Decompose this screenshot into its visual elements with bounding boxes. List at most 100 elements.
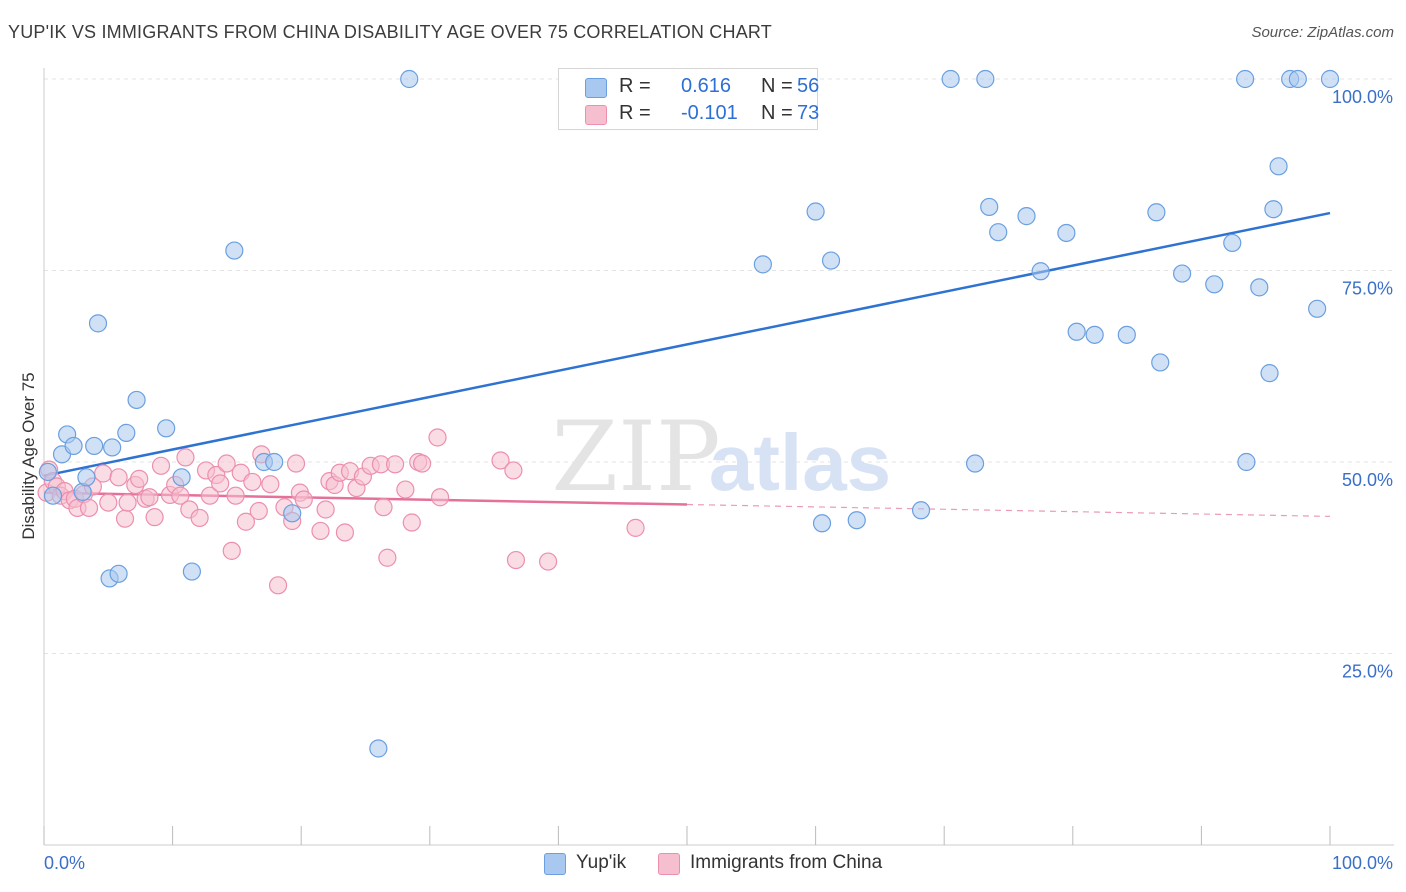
point-china xyxy=(504,461,523,480)
point-china xyxy=(268,576,288,595)
trend-line-extension-china xyxy=(686,503,1331,517)
point-yupik xyxy=(1085,325,1104,344)
point-yupik xyxy=(911,501,931,520)
watermark-atlas: atlas xyxy=(709,418,891,507)
y-tick-label: 75.0% xyxy=(1342,279,1393,299)
point-china xyxy=(94,464,113,483)
y-tick-label: 25.0% xyxy=(1342,662,1393,682)
correlation-legend: R = 0.616 N = 56 R = -0.101 N = 73 xyxy=(558,68,820,130)
legend-n-label: N = xyxy=(761,75,793,97)
bottom-legend-swatch-pink xyxy=(658,853,680,875)
point-yupik xyxy=(1223,233,1242,253)
point-china xyxy=(145,508,164,527)
point-yupik xyxy=(1151,353,1170,372)
point-china xyxy=(261,475,280,494)
point-yupik xyxy=(157,419,176,438)
point-china xyxy=(374,498,393,517)
point-yupik xyxy=(753,255,772,274)
point-china xyxy=(539,552,558,571)
point-yupik xyxy=(965,454,985,473)
point-china xyxy=(140,488,159,507)
point-china xyxy=(428,428,447,447)
point-yupik xyxy=(109,564,128,583)
point-yupik xyxy=(989,223,1008,242)
point-yupik xyxy=(1264,200,1283,219)
point-yupik xyxy=(1205,275,1224,294)
point-china xyxy=(151,456,171,475)
y-tick-label: 100.0% xyxy=(1332,87,1393,107)
point-yupik xyxy=(1031,262,1050,281)
point-yupik xyxy=(64,436,83,456)
point-china xyxy=(506,550,526,570)
point-china xyxy=(79,498,99,518)
legend-n-value: 56 xyxy=(797,75,820,97)
x-tick-label-min: 0.0% xyxy=(44,853,85,873)
point-yupik xyxy=(847,511,866,530)
point-yupik xyxy=(1117,325,1136,344)
point-china xyxy=(316,500,335,519)
chart-title: YUP'IK VS IMMIGRANTS FROM CHINA DISABILI… xyxy=(8,22,772,42)
point-yupik xyxy=(1288,69,1307,89)
y-axis-label: Disability Age Over 75 xyxy=(19,372,38,539)
point-yupik xyxy=(1173,264,1192,283)
source-credit: Source: ZipAtlas.com xyxy=(1251,24,1394,41)
point-china xyxy=(200,486,219,505)
point-china xyxy=(378,548,397,567)
point-yupik xyxy=(1320,69,1340,89)
gridlines xyxy=(44,78,1394,654)
bottom-legend-label-china: Immigrants from China xyxy=(690,852,883,873)
point-yupik xyxy=(117,423,136,442)
legend-n-label: N = xyxy=(761,102,793,124)
trend-line-yupik xyxy=(43,211,1331,478)
point-china xyxy=(491,451,510,470)
point-yupik xyxy=(77,468,96,487)
point-yupik xyxy=(127,390,146,410)
y-tick-labels: 25.0% 50.0% 75.0% 100.0% xyxy=(1332,87,1393,682)
point-yupik xyxy=(225,241,244,260)
point-yupik xyxy=(1250,278,1269,297)
watermark-zip: ZIP xyxy=(551,401,720,513)
point-yupik xyxy=(1067,322,1086,341)
point-yupik xyxy=(1269,157,1288,176)
y-tick-label: 50.0% xyxy=(1342,470,1393,490)
point-yupik xyxy=(182,562,201,581)
point-china xyxy=(190,508,209,528)
point-yupik xyxy=(1147,203,1166,222)
point-yupik xyxy=(103,438,122,457)
point-yupik xyxy=(821,251,841,270)
legend-r-value: -0.101 xyxy=(681,102,738,124)
point-yupik xyxy=(172,468,191,487)
point-china xyxy=(286,454,306,473)
point-china xyxy=(236,512,256,531)
axes xyxy=(43,68,1394,846)
point-yupik xyxy=(941,69,960,89)
point-yupik xyxy=(38,462,57,482)
point-china xyxy=(243,472,262,492)
point-yupik xyxy=(283,504,302,523)
point-china xyxy=(626,518,645,537)
point-china xyxy=(171,486,190,505)
point-china xyxy=(385,455,405,474)
point-china xyxy=(226,486,245,505)
point-yupik xyxy=(85,436,104,456)
legend-swatch-blue xyxy=(585,78,607,98)
point-china xyxy=(249,501,268,521)
legend-r-label: R = xyxy=(619,102,651,124)
x-tick-label-max: 100.0% xyxy=(1332,853,1393,873)
legend-r-label: R = xyxy=(619,75,651,97)
point-china xyxy=(211,474,230,493)
point-china xyxy=(217,454,236,473)
point-yupik xyxy=(369,739,388,758)
point-yupik xyxy=(43,486,63,505)
point-china xyxy=(99,493,118,512)
point-yupik xyxy=(400,69,419,89)
point-china xyxy=(402,513,421,532)
point-china xyxy=(396,480,415,499)
bottom-legend-label-yupik: Yup'ik xyxy=(576,852,627,873)
point-yupik xyxy=(976,69,995,89)
point-china xyxy=(130,469,149,488)
legend-r-value: 0.616 xyxy=(681,75,732,97)
point-china xyxy=(222,541,241,560)
legend-swatch-pink xyxy=(585,105,607,125)
